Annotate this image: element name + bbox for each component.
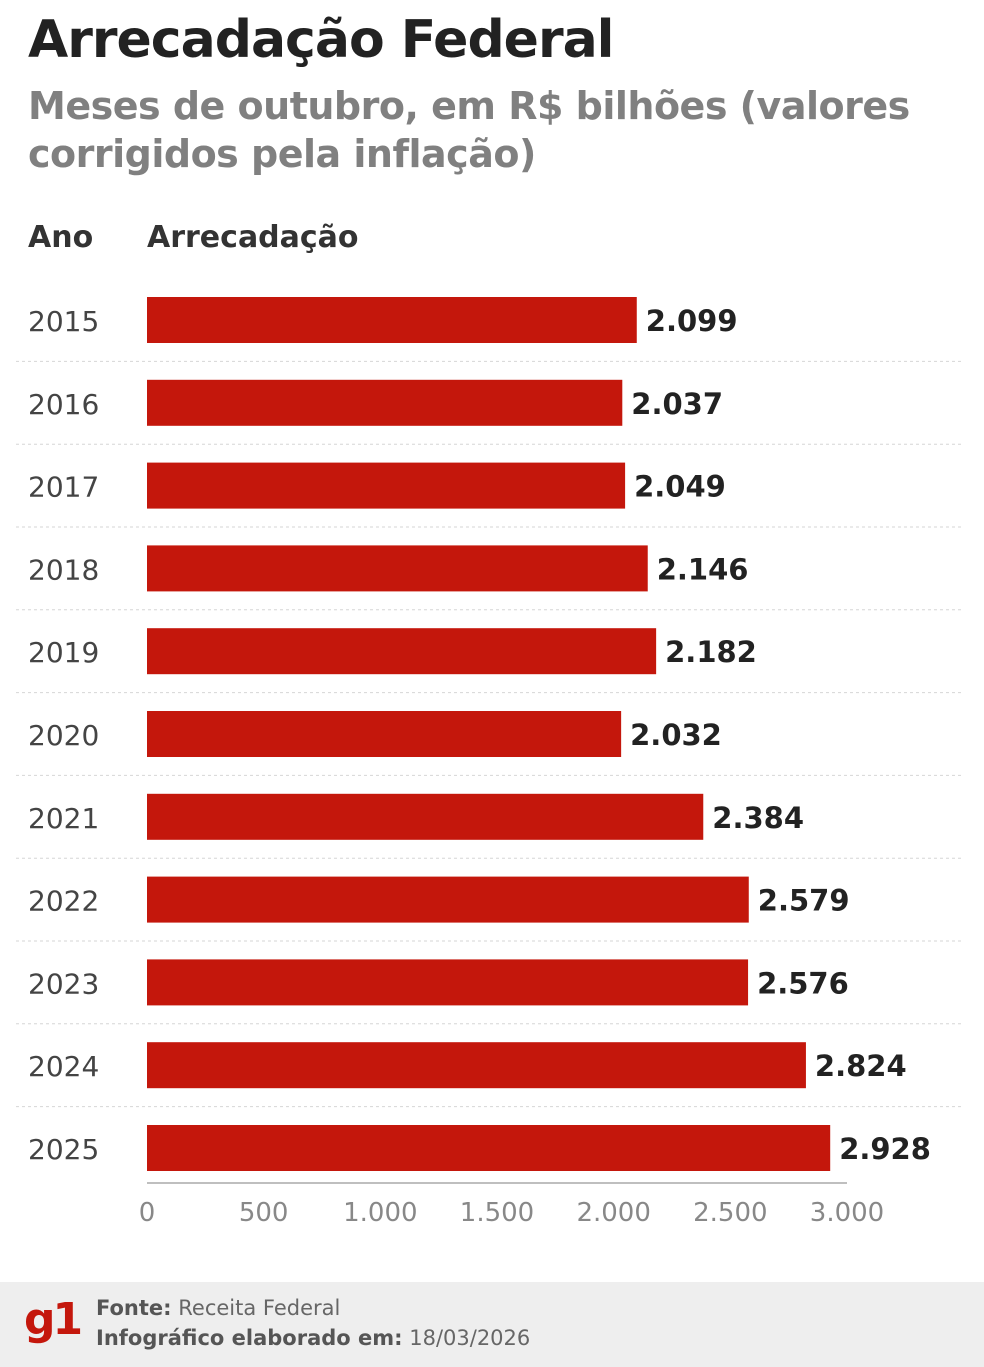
value-column-header: Arrecadação	[147, 220, 359, 255]
year-label: 2015	[28, 305, 99, 338]
bar-value-label: 2.384	[712, 801, 804, 835]
year-label: 2017	[28, 471, 99, 504]
source-label: Fonte:	[96, 1296, 172, 1320]
bar	[147, 462, 626, 509]
bar	[147, 379, 623, 426]
bar	[147, 793, 704, 840]
year-label: 2019	[28, 636, 99, 669]
bar-value-label: 2.037	[631, 387, 723, 421]
x-tick-label: 2.500	[693, 1198, 767, 1228]
bar	[147, 628, 657, 675]
x-tick-label: 0	[139, 1198, 156, 1228]
year-label: 2016	[28, 388, 99, 421]
year-column-header: Ano	[28, 220, 94, 255]
year-label: 2023	[28, 967, 99, 1000]
bar	[147, 545, 648, 592]
bar-value-label: 2.032	[630, 718, 722, 752]
bar	[147, 959, 749, 1006]
footer: g1 Fonte: Receita Federal Infográfico el…	[0, 1282, 984, 1367]
x-tick-label: 3.000	[810, 1198, 884, 1228]
source-line: Fonte: Receita Federal	[96, 1296, 340, 1320]
year-label: 2025	[28, 1133, 99, 1166]
bar	[147, 297, 637, 343]
bar-value-label: 2.579	[758, 884, 850, 918]
bar	[147, 1042, 806, 1089]
x-tick-label: 2.000	[576, 1198, 650, 1228]
bar-chart: 2015 2.099 2016 2.037 2017 2.049 2018 2.146 2019…	[16, 297, 964, 1228]
year-label: 2021	[28, 802, 99, 835]
bar-value-label: 2.146	[657, 552, 749, 586]
bar-value-label: 2.928	[839, 1132, 931, 1166]
bar-value-label: 2.576	[757, 966, 849, 1000]
x-tick-label: 1.000	[343, 1198, 417, 1228]
x-tick-label: 1.500	[460, 1198, 534, 1228]
bar-value-label: 2.182	[665, 635, 757, 669]
year-label: 2022	[28, 885, 99, 918]
g1-logo: g1	[24, 1294, 83, 1345]
chart-title: Arrecadação Federal	[28, 10, 614, 70]
year-label: 2024	[28, 1050, 99, 1083]
x-tick-label: 500	[239, 1198, 289, 1228]
date-line: Infográfico elaborado em: 18/03/2026	[96, 1326, 530, 1350]
date-label: Infográfico elaborado em:	[96, 1326, 403, 1350]
source-value: Receita Federal	[178, 1296, 341, 1320]
chart-subtitle: Meses de outubro, em R$ bilhões (valores…	[28, 84, 910, 176]
bar-value-label: 2.824	[815, 1049, 907, 1083]
bar	[147, 876, 749, 923]
bar-value-label: 2.099	[646, 304, 738, 338]
date-value: 18/03/2026	[409, 1326, 531, 1350]
bar	[147, 1125, 831, 1171]
bar-value-label: 2.049	[634, 470, 726, 504]
bar	[147, 711, 622, 757]
year-label: 2020	[28, 719, 99, 752]
year-label: 2018	[28, 553, 99, 586]
